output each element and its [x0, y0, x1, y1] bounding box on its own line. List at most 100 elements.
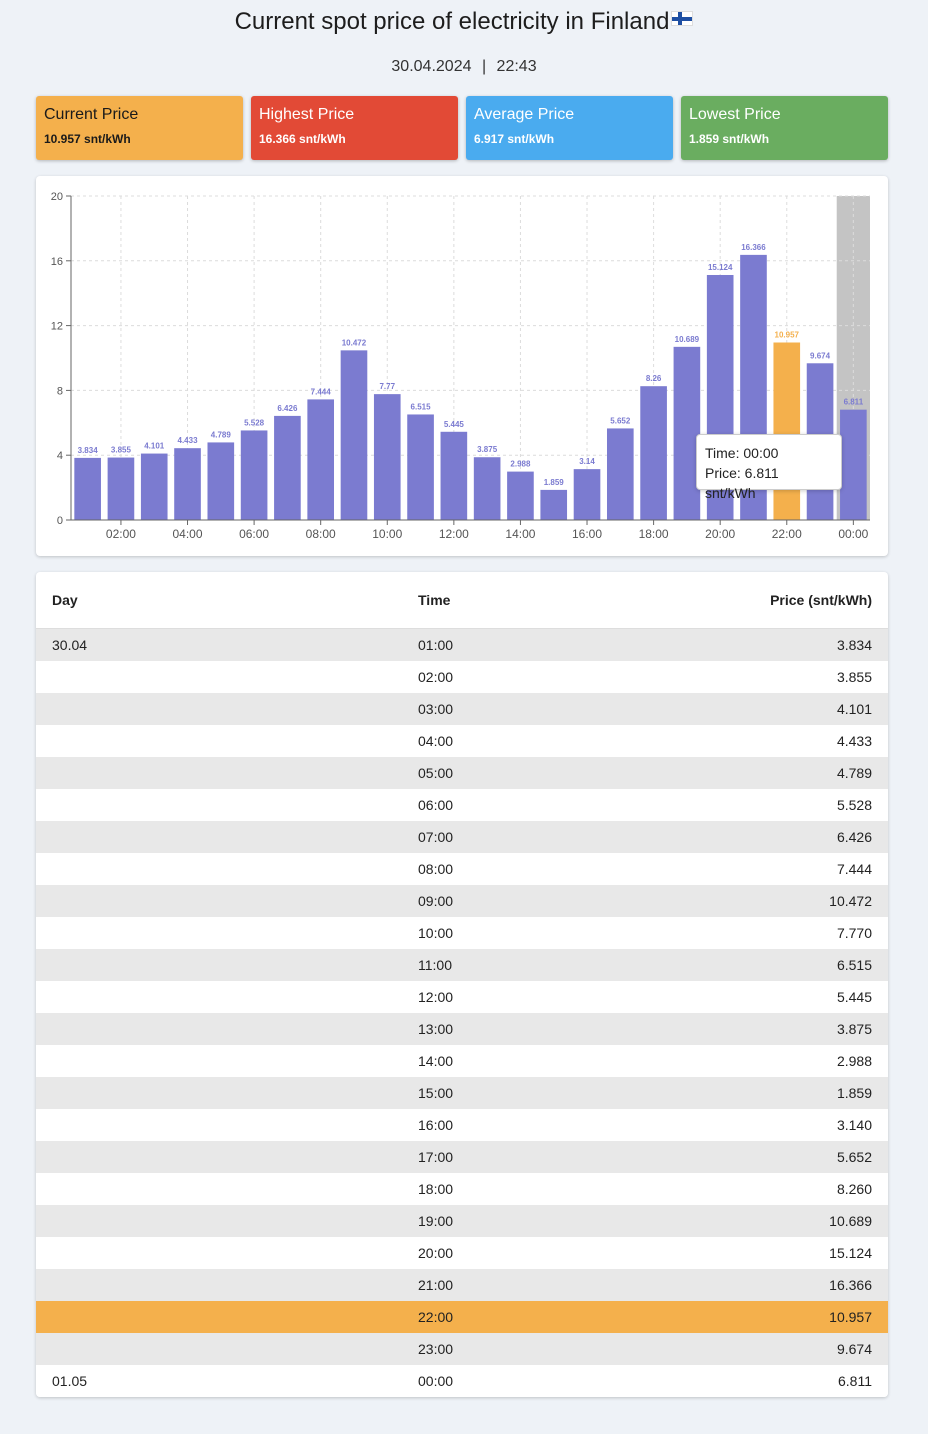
cell-time: 01:00 [418, 637, 454, 653]
table-row: 09:00 10.472 [36, 885, 888, 917]
price-bar [640, 386, 667, 520]
cell-price: 3.875 [836, 1021, 872, 1037]
cell-price: 10.472 [829, 893, 872, 909]
x-tick-label: 04:00 [173, 527, 203, 541]
lowest-price-card: Lowest Price 1.859 snt/kWh [681, 96, 888, 160]
table-row: 22:00 10.957 [36, 1301, 888, 1333]
header-price: Price (snt/kWh) [770, 592, 872, 608]
highest-price-value: 16.366 snt/kWh [259, 132, 346, 146]
table-header-row: Day Time Price (snt/kWh) [36, 572, 888, 629]
table-row: 03:00 4.101 [36, 693, 888, 725]
highest-price-title: Highest Price [259, 106, 355, 123]
cell-time: 21:00 [418, 1277, 454, 1293]
tooltip-price: Price: 6.811 snt/kWh [705, 465, 779, 501]
bar-value-label: 15.124 [708, 263, 733, 272]
table-row: 06:00 5.528 [36, 789, 888, 821]
cell-price: 6.426 [836, 829, 872, 845]
bar-value-label: 16.366 [741, 243, 766, 252]
lowest-price-title: Lowest Price [689, 106, 781, 123]
bar-value-label: 4.433 [178, 436, 199, 445]
cell-time: 12:00 [418, 989, 454, 1005]
table-row: 16:00 3.140 [36, 1109, 888, 1141]
bar-value-label: 10.472 [342, 338, 367, 347]
bar-value-label: 5.652 [610, 416, 631, 425]
table-row: 18:00 8.260 [36, 1173, 888, 1205]
price-bar [74, 457, 101, 520]
price-bar [473, 457, 501, 520]
cell-time: 13:00 [418, 1021, 454, 1037]
table-row: 02:00 3.855 [36, 661, 888, 693]
cell-time: 20:00 [418, 1245, 454, 1261]
cell-time: 23:00 [418, 1341, 454, 1357]
price-bar [174, 448, 201, 520]
cell-time: 03:00 [418, 701, 454, 717]
y-tick-label: 20 [51, 191, 63, 203]
y-tick-label: 4 [57, 450, 63, 462]
cell-time: 05:00 [418, 765, 454, 781]
average-price-card: Average Price 6.917 snt/kWh [466, 96, 673, 160]
cell-price: 8.260 [836, 1181, 872, 1197]
cell-price: 5.528 [836, 797, 872, 813]
bar-value-label: 1.859 [544, 478, 565, 487]
bar-value-label: 10.689 [675, 335, 700, 344]
page-title: Current spot price of electricity in Fin… [0, 8, 928, 36]
price-chart-panel: 0 4 8 12 16 20 3.834 3.855 4.101 4.433 4.789 5.528 6… [36, 176, 888, 556]
cell-time: 17:00 [418, 1149, 454, 1165]
price-bar [507, 471, 534, 520]
cell-time: 15:00 [418, 1085, 454, 1101]
x-tick-label: 00:00 [838, 527, 868, 541]
price-bar [573, 469, 601, 520]
cell-price: 5.652 [836, 1149, 872, 1165]
cell-price: 1.859 [836, 1085, 872, 1101]
price-bar [107, 457, 135, 520]
x-tick-label: 16:00 [572, 527, 602, 541]
bar-value-label: 4.101 [144, 442, 165, 451]
x-tick-label: 10:00 [372, 527, 402, 541]
cell-time: 08:00 [418, 861, 454, 877]
current-price-title: Current Price [44, 106, 139, 123]
x-tick-label: 20:00 [705, 527, 735, 541]
x-tick-label: 22:00 [772, 527, 802, 541]
current-datetime: 30.04.2024 | 22:43 [0, 58, 928, 76]
cell-time: 04:00 [418, 733, 454, 749]
cell-day: 30.04 [52, 637, 88, 653]
datetime-separator: | [481, 58, 487, 75]
table-row: 15:00 1.859 [36, 1077, 888, 1109]
x-tick-label: 18:00 [639, 527, 669, 541]
cell-price: 4.101 [836, 701, 872, 717]
cell-time: 09:00 [418, 893, 454, 909]
price-bar [340, 350, 368, 520]
table-row: 14:00 2.988 [36, 1045, 888, 1077]
table-row: 21:00 16.366 [36, 1269, 888, 1301]
table-row: 08:00 7.444 [36, 853, 888, 885]
bar-value-label: 8.26 [646, 374, 662, 383]
current-date: 30.04.2024 [391, 58, 472, 75]
table-row: 01.05 00:00 6.811 [36, 1365, 888, 1397]
bar-value-label: 3.14 [579, 457, 595, 466]
cell-price: 3.834 [836, 637, 872, 653]
highest-price-card: Highest Price 16.366 snt/kWh [251, 96, 458, 160]
bar-value-label: 6.515 [411, 402, 432, 411]
cell-price: 5.445 [836, 989, 872, 1005]
cell-time: 16:00 [418, 1117, 454, 1133]
current-time: 22:43 [496, 58, 537, 75]
price-bar [773, 342, 801, 520]
cell-price: 3.855 [836, 669, 872, 685]
cell-time: 18:00 [418, 1181, 454, 1197]
cell-price: 6.811 [838, 1373, 872, 1389]
y-tick-label: 0 [57, 515, 63, 527]
bar-value-label: 2.988 [510, 460, 531, 469]
price-bar [207, 442, 235, 520]
lowest-price-value: 1.859 snt/kWh [689, 132, 770, 146]
table-row: 05:00 4.789 [36, 757, 888, 789]
cell-time: 00:00 [418, 1373, 454, 1389]
table-body: 30.04 01:00 3.834 02:00 3.855 03:00 4.101 04:00… [36, 629, 888, 1397]
cell-time: 14:00 [418, 1053, 454, 1069]
cell-price: 6.515 [836, 957, 872, 973]
price-bar [673, 346, 701, 520]
price-bar [606, 428, 634, 520]
cell-price: 3.140 [836, 1117, 872, 1133]
x-tick-label: 12:00 [439, 527, 469, 541]
x-tick-label: 08:00 [306, 527, 336, 541]
bar-value-label: 3.855 [111, 446, 132, 455]
